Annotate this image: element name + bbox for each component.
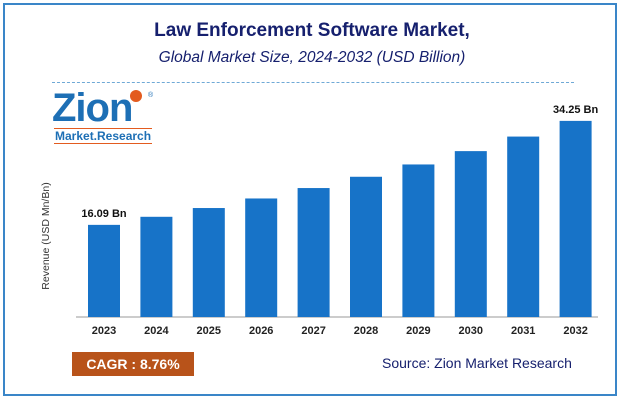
bar-2031 — [507, 136, 540, 317]
x-tick-label-2029: 2029 — [406, 325, 430, 337]
source-text: Source: Zion Market Research — [382, 355, 572, 371]
logo-subtitle: Market.Research — [54, 128, 153, 144]
x-tick-label-2032: 2032 — [563, 325, 587, 337]
bar-2026 — [245, 198, 278, 317]
cagr-badge: CAGR : 8.76% — [72, 352, 194, 376]
bar-2025 — [192, 208, 225, 317]
logo-registered-mark: ® — [148, 92, 154, 99]
bar-2023 — [88, 224, 120, 317]
data-label-2023: 16.09 Bn — [81, 208, 127, 220]
logo-dot-icon — [130, 90, 142, 102]
x-tick-label-2031: 2031 — [511, 325, 535, 337]
x-tick-label-2024: 2024 — [144, 325, 169, 337]
x-tick-label-2025: 2025 — [197, 325, 221, 337]
x-tick-label-2027: 2027 — [301, 325, 325, 337]
bar-2030 — [454, 151, 487, 317]
chart-subtitle: Global Market Size, 2024-2032 (USD Billi… — [158, 49, 466, 66]
x-tick-label-2030: 2030 — [459, 325, 483, 337]
bar-2032 — [559, 120, 592, 317]
bar-2024 — [140, 216, 173, 317]
chart-title: Law Enforcement Software Market, — [154, 20, 470, 41]
bar-2029 — [402, 164, 435, 317]
bar-2028 — [350, 176, 382, 317]
data-label-2032: 34.25 Bn — [553, 104, 599, 116]
x-tick-label-2023: 2023 — [92, 325, 116, 337]
x-tick-label-2026: 2026 — [249, 325, 273, 337]
bar-2027 — [297, 188, 330, 317]
x-tick-label-2028: 2028 — [354, 325, 378, 337]
zion-logo: Zion ® Market.Research — [52, 86, 162, 150]
title-divider — [52, 82, 574, 83]
logo-wordmark: Zion — [52, 86, 133, 130]
